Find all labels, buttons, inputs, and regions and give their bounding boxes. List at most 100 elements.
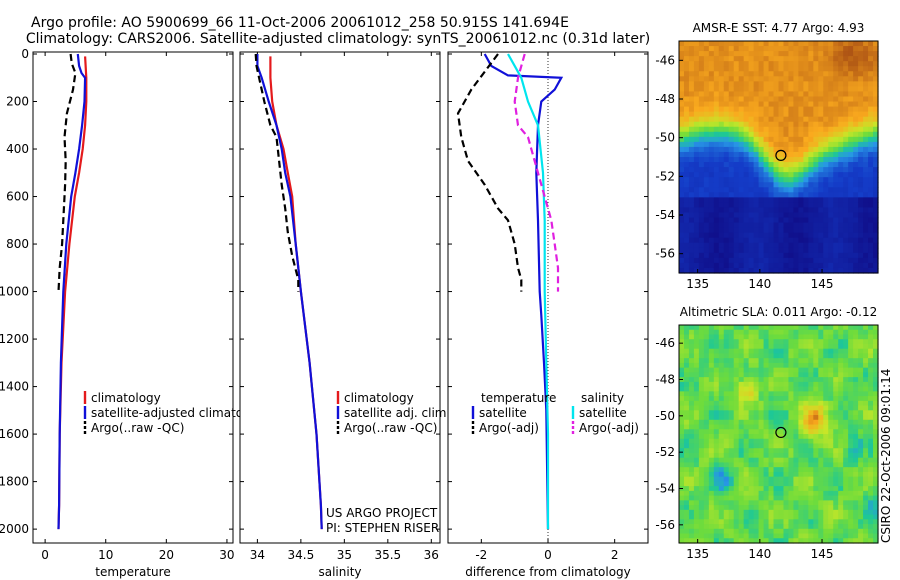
map-cell	[783, 217, 790, 224]
map-cell	[843, 96, 849, 103]
map-cell	[843, 182, 849, 188]
map-cell	[688, 500, 695, 506]
map-cell	[728, 452, 735, 459]
map-cell	[718, 514, 725, 520]
map-cell	[813, 438, 819, 445]
map-cell	[703, 481, 710, 487]
map-cell	[823, 242, 829, 249]
map-cell	[803, 126, 809, 133]
map-cell	[763, 202, 770, 209]
map-cell	[873, 538, 879, 544]
map-cell	[688, 538, 695, 544]
map-cell	[679, 339, 685, 345]
map-cell	[708, 247, 715, 254]
map-cell	[688, 339, 695, 345]
map-cell	[798, 257, 804, 264]
map-cell	[818, 448, 824, 454]
map-cell	[688, 257, 695, 264]
map-cell	[703, 116, 710, 123]
map-cell	[793, 267, 799, 274]
map-cell	[798, 101, 804, 108]
map-cell	[808, 415, 814, 421]
map-cell	[738, 177, 745, 183]
map-cell	[758, 257, 765, 264]
map-cell	[848, 429, 854, 435]
map-cell	[688, 136, 695, 143]
map-cell	[803, 400, 809, 407]
map-cell	[723, 116, 730, 123]
map-cell	[733, 434, 740, 440]
map-cell	[743, 212, 750, 219]
x-tick-label: 145	[811, 277, 834, 291]
map-cell	[753, 467, 760, 473]
map-cell	[873, 500, 879, 506]
map-cell	[853, 519, 859, 525]
map-cell	[723, 396, 730, 402]
map-cell	[843, 457, 849, 464]
map-cell	[788, 232, 795, 239]
map-cell	[703, 410, 710, 416]
map-cell	[748, 126, 755, 133]
map-cell	[863, 242, 869, 249]
map-cell	[688, 329, 695, 336]
map-cell	[768, 116, 775, 123]
map-cell	[868, 495, 874, 501]
map-cell	[873, 452, 879, 459]
map-cell	[803, 257, 809, 264]
map-cell	[693, 467, 700, 473]
map-cell	[713, 237, 720, 244]
map-cell	[803, 334, 809, 340]
map-cell	[703, 343, 710, 350]
map-cell	[848, 353, 854, 359]
map-cell	[863, 247, 869, 254]
map-cell	[843, 242, 849, 249]
map-cell	[828, 151, 834, 158]
map-cell	[713, 514, 720, 520]
map-cell	[753, 381, 760, 388]
map-cell	[738, 362, 745, 369]
map-cell	[768, 391, 775, 397]
map-cell	[848, 348, 854, 355]
map-cell	[833, 434, 839, 440]
map-cell	[748, 232, 755, 239]
map-cell	[793, 141, 799, 148]
map-cell	[793, 197, 799, 203]
map-cell	[863, 443, 869, 449]
map-cell	[833, 76, 839, 82]
map-cell	[703, 232, 710, 239]
map-cell	[813, 538, 819, 544]
map-cell	[703, 334, 710, 340]
map-cell	[873, 528, 879, 535]
map-cell	[788, 136, 795, 143]
map-cell	[688, 106, 695, 113]
map-cell	[838, 386, 844, 392]
map-cell	[868, 217, 874, 224]
map-cell	[758, 367, 765, 373]
map-cell	[733, 262, 740, 269]
map-cell	[813, 396, 819, 402]
map-cell	[683, 41, 690, 47]
map-cell	[793, 410, 799, 416]
map-cell	[828, 56, 834, 62]
map-cell	[843, 476, 849, 482]
map-cell	[698, 81, 705, 87]
map-cell	[733, 257, 740, 264]
map-cell	[713, 91, 720, 98]
map-cell	[688, 524, 695, 530]
map-cell	[743, 415, 750, 421]
map-cell	[758, 519, 765, 525]
map-cell	[733, 86, 740, 93]
map-cell	[873, 524, 879, 530]
map-cell	[843, 358, 849, 364]
map-cell	[768, 71, 775, 77]
map-cell	[703, 242, 710, 249]
map-cell	[788, 348, 795, 355]
map-cell	[748, 202, 755, 209]
map-cell	[763, 495, 770, 501]
map-cell	[873, 61, 879, 67]
map-cell	[679, 257, 685, 264]
map-cell	[813, 131, 819, 138]
map-cell	[708, 396, 715, 402]
map-cell	[778, 101, 785, 108]
map-cell	[803, 207, 809, 214]
